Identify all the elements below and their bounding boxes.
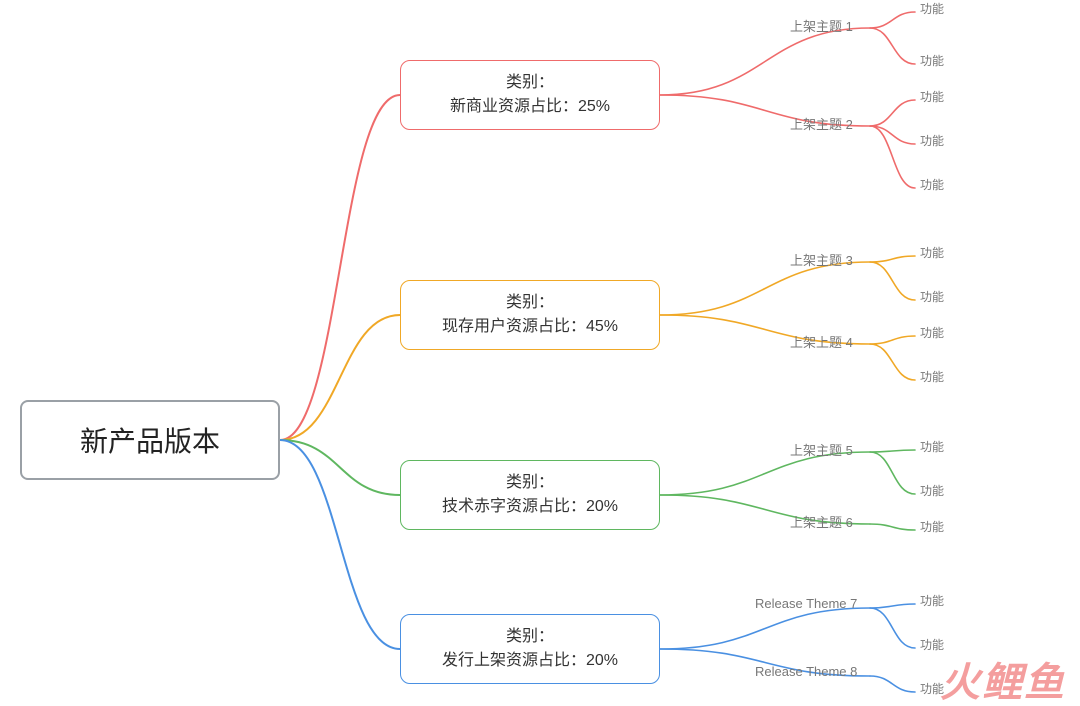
category-label-line1: 类别： xyxy=(506,71,554,95)
function-label: 功能 xyxy=(920,518,944,535)
category-node: 类别：技术赤字资源占比：20% xyxy=(400,460,660,530)
function-label: 功能 xyxy=(920,88,944,105)
theme-label: 上架主题 6 xyxy=(790,512,853,531)
category-label-line2: 现存用户资源占比：45% xyxy=(442,315,618,339)
category-node: 类别：发行上架资源占比：20% xyxy=(400,614,660,684)
function-label: 功能 xyxy=(920,482,944,499)
function-label: 功能 xyxy=(920,324,944,341)
theme-label: Release Theme 7 xyxy=(755,596,857,611)
theme-label: 上架上题 4 xyxy=(790,332,853,351)
theme-label: Release Theme 8 xyxy=(755,664,857,679)
category-label-line2: 发行上架资源占比：20% xyxy=(442,649,618,673)
category-label-line1: 类别： xyxy=(506,291,554,315)
category-label-line1: 类别： xyxy=(506,625,554,649)
category-label-line2: 新商业资源占比：25% xyxy=(450,95,610,119)
function-label: 功能 xyxy=(920,288,944,305)
function-label: 功能 xyxy=(920,0,944,17)
function-label: 功能 xyxy=(920,244,944,261)
function-label: 功能 xyxy=(920,176,944,193)
theme-label: 上架主题 3 xyxy=(790,250,853,269)
function-label: 功能 xyxy=(920,592,944,609)
category-label-line1: 类别： xyxy=(506,471,554,495)
function-label: 功能 xyxy=(920,636,944,653)
category-node: 类别：现存用户资源占比：45% xyxy=(400,280,660,350)
function-label: 功能 xyxy=(920,52,944,69)
theme-label: 上架主题 1 xyxy=(790,16,853,35)
root-node: 新产品版本 xyxy=(20,400,280,480)
theme-label: 上架主题 5 xyxy=(790,440,853,459)
function-label: 功能 xyxy=(920,132,944,149)
function-label: 功能 xyxy=(920,680,944,697)
function-label: 功能 xyxy=(920,438,944,455)
category-node: 类别：新商业资源占比：25% xyxy=(400,60,660,130)
category-label-line2: 技术赤字资源占比：20% xyxy=(442,495,618,519)
theme-label: 上架主题 2 xyxy=(790,114,853,133)
function-label: 功能 xyxy=(920,368,944,385)
